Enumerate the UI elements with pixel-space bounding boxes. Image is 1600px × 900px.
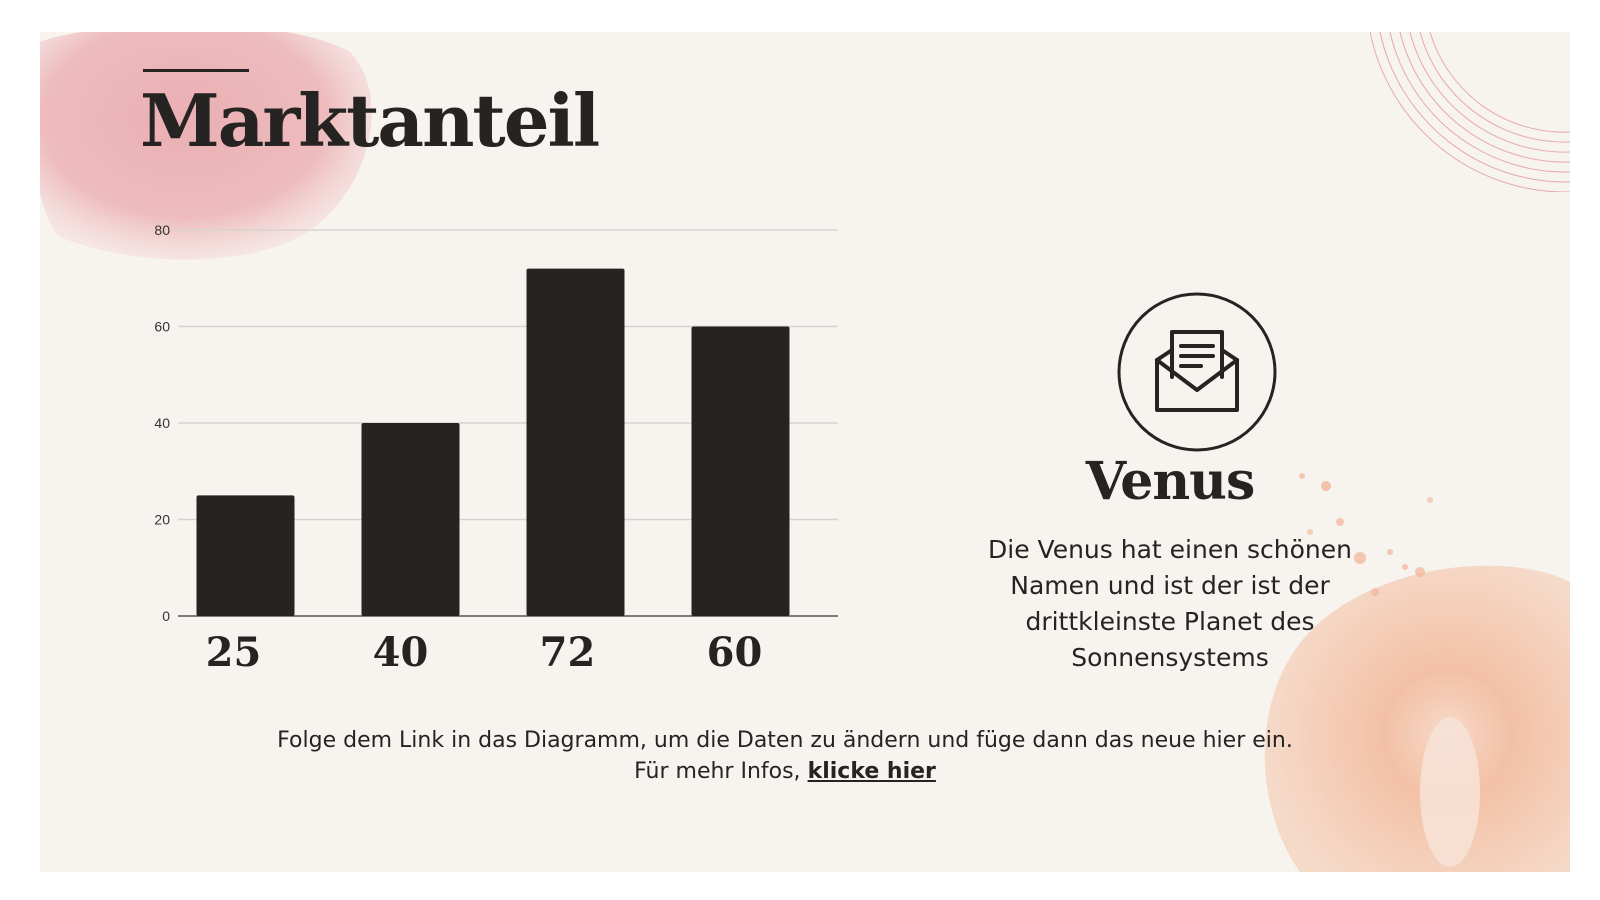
envelope-letter-icon — [1117, 292, 1277, 452]
bar-3 — [526, 268, 625, 616]
bar-2 — [361, 423, 460, 616]
pink-watercolor-blob — [40, 32, 372, 260]
y-tick-label: 80 — [154, 222, 170, 238]
info-title: Venus — [1085, 451, 1256, 512]
bar-value-label-4: 60 — [707, 629, 763, 676]
page-title: Marktanteil — [140, 78, 600, 163]
peach-splatter-dots — [1299, 473, 1433, 596]
bar-value-labels: 25 40 72 60 — [206, 629, 763, 676]
chart-bars — [196, 268, 790, 616]
y-tick-label: 0 — [162, 608, 170, 624]
y-tick-label: 60 — [154, 319, 170, 335]
pink-line-rings — [1370, 32, 1570, 192]
slide: Marktanteil 0 20 40 60 80 25 40 72 60 Venus Die… — [40, 32, 1570, 872]
bar-1 — [196, 495, 295, 616]
more-info-link[interactable]: klicke hier — [807, 759, 936, 784]
bar-value-label-2: 40 — [373, 629, 429, 676]
footer-note: Folge dem Link in das Diagramm, um die D… — [260, 725, 1310, 787]
y-tick-label: 20 — [154, 512, 170, 528]
bar-4 — [691, 326, 790, 616]
info-description: Die Venus hat einen schönen Namen und is… — [988, 535, 1352, 672]
y-axis-ticks: 0 20 40 60 80 — [154, 222, 170, 624]
title-rule — [143, 69, 249, 72]
bar-chart: 0 20 40 60 80 25 40 72 60 — [154, 222, 838, 676]
bar-value-label-3: 72 — [540, 629, 596, 676]
footer-text: Folge dem Link in das Diagramm, um die D… — [277, 728, 1293, 784]
bar-value-label-1: 25 — [206, 629, 262, 676]
y-tick-label: 40 — [154, 415, 170, 431]
peach-watercolor-ring — [1264, 564, 1570, 872]
